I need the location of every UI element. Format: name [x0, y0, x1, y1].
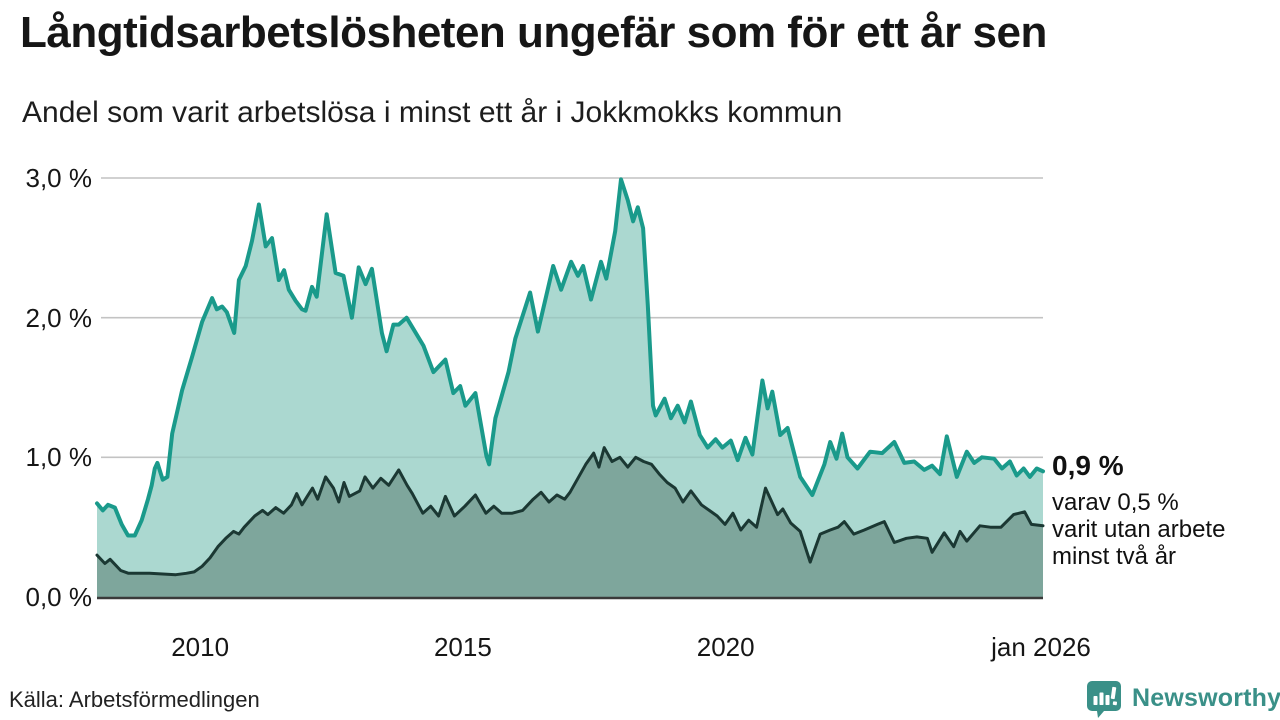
y-tick-label: 0,0 % — [25, 582, 93, 612]
chart-bubble-icon — [1087, 681, 1121, 718]
source-note: Källa: Arbetsförmedlingen — [9, 687, 260, 712]
y-tick-label: 1,0 % — [25, 442, 93, 473]
x-tick-label: 2010 — [171, 632, 230, 662]
newsworthy-logo: Newsworthy — [1085, 679, 1280, 718]
x-tick-label: jan 2026 — [991, 632, 1091, 662]
x-tick-label: 2020 — [696, 632, 755, 662]
newsworthy-logo-text: Newsworthy — [1132, 684, 1280, 712]
annotation-detail-line: varit utan arbete — [1052, 516, 1226, 543]
annotation-value: 0,9 % — [1052, 450, 1124, 481]
y-tick-label: 2,0 % — [25, 302, 93, 333]
x-tick-label: 2015 — [433, 632, 492, 662]
end-value-annotation: 0,9 % varav 0,5 % varit utan arbete mins… — [1052, 450, 1272, 570]
annotation-detail-line: varav 0,5 % — [1052, 489, 1179, 516]
annotation-detail-line: minst två år — [1052, 543, 1177, 570]
page-title: Långtidsarbetslösheten ungefär som för e… — [20, 8, 1047, 57]
y-tick-label: 3,0 % — [25, 163, 93, 193]
page-subtitle: Andel som varit arbetslösa i minst ett å… — [22, 96, 843, 129]
